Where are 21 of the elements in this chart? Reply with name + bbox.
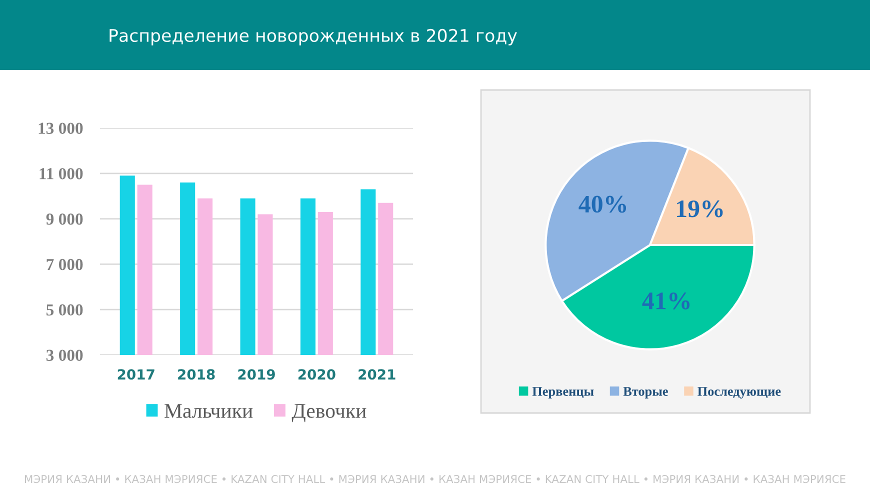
y-tick-label: 11 000	[40, 168, 83, 180]
x-tick-label: 2020	[298, 369, 336, 380]
chart-title: Распределение новорожденных в 2021 году	[110, 28, 517, 46]
legend-label: Последующие	[698, 387, 781, 399]
legend-label: Мальчики	[164, 404, 253, 418]
x-tick-label: 2017	[118, 369, 154, 380]
data-label: 40%	[578, 196, 626, 213]
text: МЭРИЯ КАЗАНИ • КАЗАН МЭРИЯСЕ • KAZAN CITY HALL • МЭРИЯ КАЗАНИ • КАЗАН МЭРИЯСЕ • KAZAN CITY HALL • МЭРИЯ КАЗАНИ • КАЗАН МЭРИЯСЕ	[25, 475, 846, 484]
y-tick-label: 3 000	[46, 350, 83, 361]
legend-label: Вторые	[623, 387, 668, 399]
data-label: 19%	[677, 200, 723, 218]
legend-label: Девочки	[292, 404, 366, 422]
y-tick-label: 9 000	[46, 214, 83, 225]
x-tick-label: 2021	[358, 369, 396, 380]
y-tick-label: 13 000	[38, 122, 83, 134]
x-tick-label: 2019	[238, 369, 275, 380]
data-label: 41%	[642, 292, 690, 310]
x-tick-label: 2018	[178, 369, 215, 380]
legend-label: Первенцы	[532, 387, 594, 399]
y-tick-label: 7 000	[46, 258, 83, 270]
y-tick-label: 5 000	[46, 304, 83, 316]
